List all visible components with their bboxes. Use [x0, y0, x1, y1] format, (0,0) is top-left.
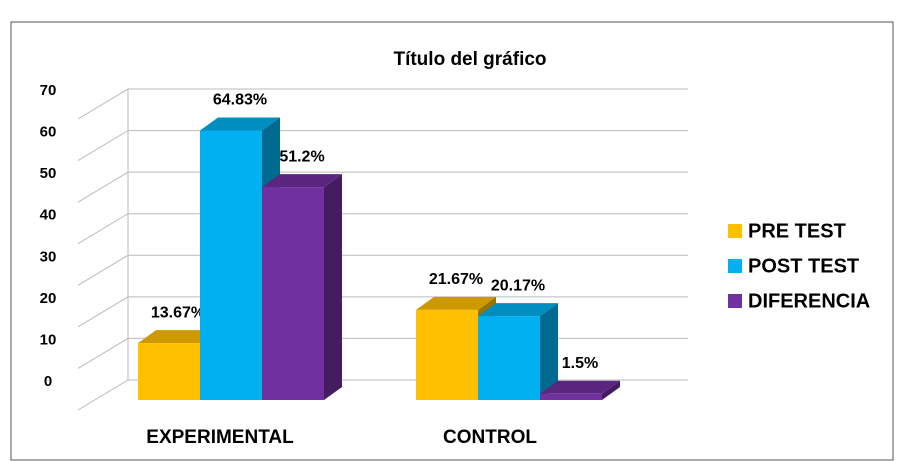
- bar-front: [540, 393, 602, 400]
- y-tick-label: 30: [40, 248, 57, 265]
- bar-top: [540, 380, 620, 394]
- bar-front: [262, 187, 324, 400]
- bar-front: [200, 130, 262, 400]
- bar-top: [262, 174, 342, 188]
- data-label: 20.17%: [491, 277, 545, 294]
- legend-swatch: [728, 224, 742, 238]
- data-label: 64.83%: [213, 92, 267, 109]
- y-tick-label: 50: [40, 165, 57, 182]
- bar-top: [200, 117, 280, 131]
- bar-top: [478, 303, 558, 317]
- bar: [478, 303, 558, 400]
- data-label: 13.67%: [151, 304, 205, 321]
- chart-title: Título del gráfico: [393, 49, 546, 70]
- bar: [262, 174, 342, 400]
- bar-top: [138, 330, 218, 344]
- bar-side: [324, 174, 342, 400]
- data-label: 21.67%: [429, 271, 483, 288]
- legend-swatch: [728, 259, 742, 273]
- y-tick-label: 60: [40, 124, 57, 141]
- y-tick-label: 20: [40, 290, 57, 307]
- x-tick-label: EXPERIMENTAL: [146, 427, 294, 448]
- y-tick-label: 0: [44, 373, 52, 390]
- y-tick-label: 70: [40, 82, 57, 99]
- bar-front: [416, 309, 478, 400]
- bar: [540, 380, 620, 400]
- legend-label: PRE TEST: [748, 220, 846, 242]
- bar-side: [602, 380, 620, 400]
- y-tick-label: 10: [40, 331, 57, 348]
- bar-front: [478, 316, 540, 400]
- data-label: 1.5%: [562, 355, 598, 372]
- data-label: 51.2%: [279, 148, 324, 165]
- bar-top: [416, 296, 496, 310]
- legend-label: POST TEST: [748, 255, 859, 277]
- bar-front: [138, 343, 200, 400]
- legend-swatch: [728, 294, 742, 308]
- legend-label: DIFERENCIA: [748, 290, 870, 312]
- x-tick-label: CONTROL: [443, 427, 537, 448]
- y-tick-label: 40: [40, 207, 57, 224]
- bar-side: [540, 303, 558, 400]
